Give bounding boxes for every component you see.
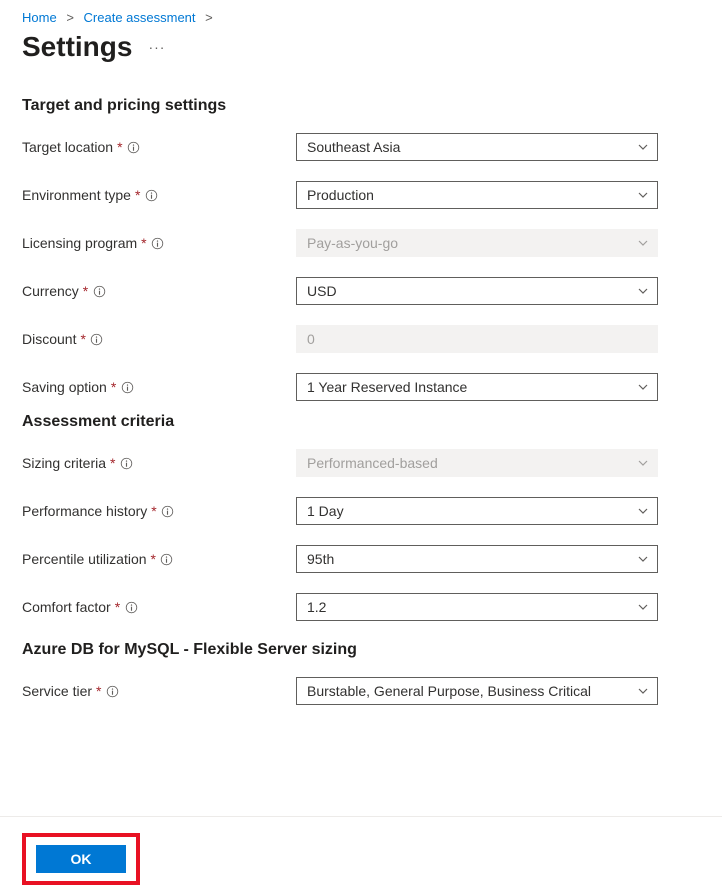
required-marker: * [110,455,115,471]
saving-option-label: Saving option [22,379,107,395]
chevron-down-icon [637,141,649,153]
chevron-down-icon [637,381,649,393]
performance-history-label: Performance history [22,503,147,519]
required-marker: * [80,331,85,347]
more-icon[interactable]: ··· [148,39,165,55]
currency-dropdown[interactable]: USD [296,277,658,305]
footer: OK [0,816,722,885]
breadcrumb: Home > Create assessment > [22,10,722,25]
required-marker: * [117,139,122,155]
environment-type-label: Environment type [22,187,131,203]
service-tier-value: Burstable, General Purpose, Business Cri… [307,683,591,699]
service-tier-label: Service tier [22,683,92,699]
performance-history-dropdown[interactable]: 1 Day [296,497,658,525]
target-location-value: Southeast Asia [307,139,400,155]
info-icon[interactable] [160,552,174,566]
licensing-program-value: Pay-as-you-go [307,235,398,251]
discount-label: Discount [22,331,76,347]
info-icon[interactable] [161,504,175,518]
chevron-down-icon [637,601,649,613]
saving-option-dropdown[interactable]: 1 Year Reserved Instance [296,373,658,401]
percentile-utilization-label: Percentile utilization [22,551,147,567]
required-marker: * [141,235,146,251]
breadcrumb-sep-icon: > [205,10,213,25]
saving-option-value: 1 Year Reserved Instance [307,379,467,395]
sizing-criteria-label: Sizing criteria [22,455,106,471]
info-icon[interactable] [124,600,138,614]
info-icon[interactable] [144,188,158,202]
required-marker: * [96,683,101,699]
page-title: Settings [22,31,132,63]
comfort-factor-value: 1.2 [307,599,326,615]
required-marker: * [135,187,140,203]
comfort-factor-dropdown[interactable]: 1.2 [296,593,658,621]
licensing-program-dropdown: Pay-as-you-go [296,229,658,257]
ok-highlight-box: OK [22,833,140,885]
breadcrumb-home-link[interactable]: Home [22,10,57,25]
currency-value: USD [307,283,337,299]
ok-button[interactable]: OK [36,845,126,873]
chevron-down-icon [637,457,649,469]
breadcrumb-sep-icon: > [66,10,74,25]
service-tier-dropdown[interactable]: Burstable, General Purpose, Business Cri… [296,677,658,705]
chevron-down-icon [637,237,649,249]
chevron-down-icon [637,505,649,517]
required-marker: * [151,551,156,567]
chevron-down-icon [637,189,649,201]
chevron-down-icon [637,685,649,697]
licensing-program-label: Licensing program [22,235,137,251]
percentile-utilization-value: 95th [307,551,334,567]
comfort-factor-label: Comfort factor [22,599,111,615]
required-marker: * [151,503,156,519]
info-icon[interactable] [105,684,119,698]
sizing-criteria-dropdown: Performanced-based [296,449,658,477]
info-icon[interactable] [92,284,106,298]
environment-type-dropdown[interactable]: Production [296,181,658,209]
section-mysql-sizing: Azure DB for MySQL - Flexible Server siz… [22,641,722,659]
required-marker: * [115,599,120,615]
info-icon[interactable] [90,332,104,346]
environment-type-value: Production [307,187,374,203]
section-assessment-criteria: Assessment criteria [22,413,722,431]
info-icon[interactable] [127,140,141,154]
chevron-down-icon [637,285,649,297]
discount-input: 0 [296,325,658,353]
section-target-pricing: Target and pricing settings [22,97,722,115]
target-location-dropdown[interactable]: Southeast Asia [296,133,658,161]
info-icon[interactable] [119,456,133,470]
sizing-criteria-value: Performanced-based [307,455,438,471]
discount-value: 0 [307,331,315,347]
performance-history-value: 1 Day [307,503,344,519]
info-icon[interactable] [151,236,165,250]
required-marker: * [111,379,116,395]
target-location-label: Target location [22,139,113,155]
percentile-utilization-dropdown[interactable]: 95th [296,545,658,573]
required-marker: * [83,283,88,299]
info-icon[interactable] [120,380,134,394]
breadcrumb-create-link[interactable]: Create assessment [84,10,196,25]
chevron-down-icon [637,553,649,565]
currency-label: Currency [22,283,79,299]
